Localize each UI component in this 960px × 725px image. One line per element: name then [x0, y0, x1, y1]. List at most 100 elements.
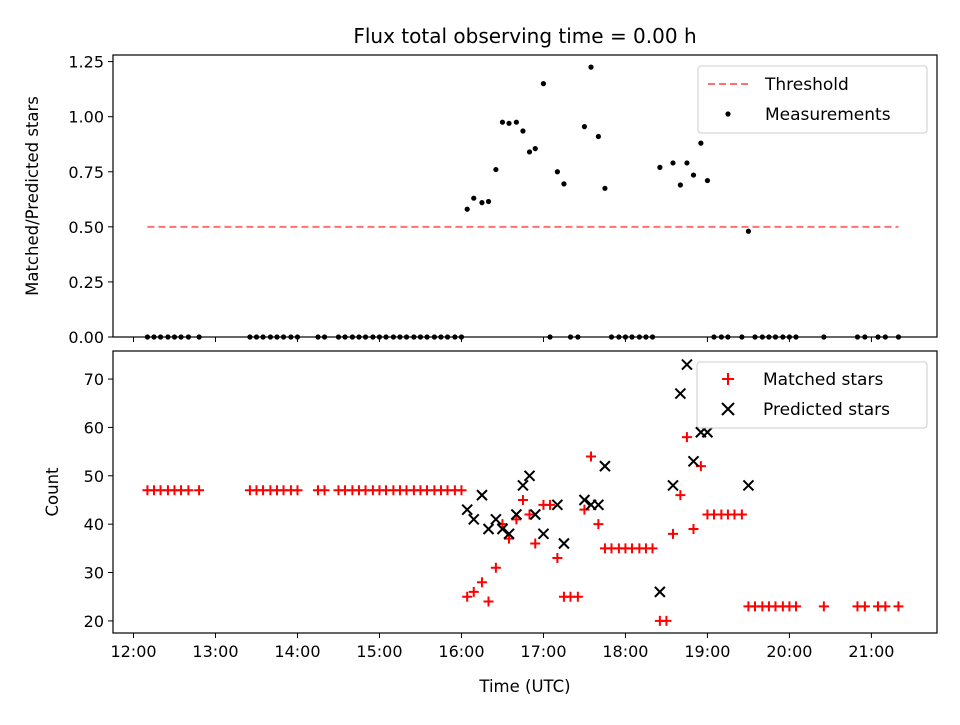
matched-star-point [572, 591, 583, 602]
measurement-point [499, 119, 506, 125]
predicted-star-point [529, 508, 541, 521]
measurement-point [532, 146, 538, 152]
y-tick-label: 0.25 [68, 273, 104, 292]
predicted-star-point [742, 479, 755, 492]
measurement-point [540, 81, 547, 87]
matched-star-point [530, 538, 541, 549]
matched-star-point [880, 601, 891, 612]
matched-star-point [675, 490, 686, 501]
matched-star-point [524, 509, 535, 520]
measurement-point [602, 185, 608, 191]
x-tick-label: 15:00 [356, 642, 402, 661]
measurement-point [684, 160, 690, 166]
y-axis-label: Count [43, 467, 62, 517]
measurement-point [698, 140, 704, 146]
predicted-star-point [468, 513, 480, 526]
matched-star-point [183, 485, 194, 496]
predicted-star-point [517, 479, 529, 492]
matched-star-point [667, 528, 678, 539]
y-tick-label: 1.25 [68, 53, 104, 72]
legend-threshold-label: Threshold [764, 75, 849, 95]
y-tick-label: 0.50 [68, 218, 104, 237]
legend-predicted-label: Predicted stars [763, 400, 890, 420]
matched-star-point [456, 485, 467, 496]
measurement-point [493, 166, 499, 173]
measurement-point [657, 164, 663, 170]
matched-star-point [552, 553, 563, 564]
predicted-star-point [578, 494, 591, 506]
measurement-point [526, 149, 533, 155]
top-panel: Flux total observing time = 0.00 h 0.00 0.… [23, 24, 938, 347]
matched-star-point [586, 451, 597, 462]
predicted-star-point [654, 586, 666, 598]
y-tick-label: 0.75 [68, 163, 104, 182]
matched-star-point [736, 509, 747, 520]
y-tick-label: 1.00 [68, 108, 104, 127]
plot-frame [112, 54, 938, 338]
matched-star-point [579, 504, 590, 515]
predicted-star-point [674, 387, 687, 400]
measurement-point [690, 172, 697, 178]
matched-star-point [647, 543, 658, 554]
y-tick-label: 50 [84, 467, 104, 486]
y-tick-label: 60 [84, 418, 104, 437]
y-tick-label: 20 [84, 612, 104, 631]
y-tick-label: 70 [84, 370, 104, 389]
measurement-point [520, 128, 526, 134]
matched-star-point [194, 485, 205, 496]
x-tick-label: 19:00 [684, 642, 730, 661]
matched-star-point [593, 519, 604, 530]
matched-star-point [517, 494, 528, 505]
x-tick-label: 12:00 [110, 642, 156, 661]
predicted-star-point [537, 528, 550, 540]
matched-star-point [504, 533, 515, 544]
predicted-star-point [558, 537, 570, 550]
measurement-point [677, 182, 683, 188]
legend-box [697, 65, 928, 134]
predicted-star-point [510, 508, 523, 521]
matched-star-point [490, 562, 501, 573]
bottom-panel: 20 30 40 50 60 70 12:00 13:00 14:00 15:00 16:00 17:… [43, 350, 938, 696]
predicted-star-point [503, 528, 515, 540]
matched-star-point [790, 601, 801, 612]
predicted-star-point [681, 358, 693, 371]
measurement-point [485, 198, 492, 205]
measurement-point [561, 181, 567, 187]
measurement-point [581, 124, 588, 130]
x-axis-label: Time (UTC) [478, 677, 570, 696]
matched-star-point [818, 601, 829, 612]
measurement-point [506, 120, 512, 126]
measurement-point [670, 160, 676, 166]
predicted-star-point [701, 426, 714, 438]
predicted-star-point [490, 513, 502, 526]
x-tick-label: 14:00 [274, 642, 320, 661]
predicted-star-point [687, 455, 700, 467]
matched-star-point [661, 615, 672, 626]
matched-star-point [681, 432, 692, 443]
predicted-star-point [476, 489, 488, 501]
x-tick-label: 20:00 [766, 642, 812, 661]
predicted-star-point [551, 499, 564, 511]
measurement-point [471, 195, 477, 201]
x-tick-label: 13:00 [192, 642, 238, 661]
measurement-point [464, 206, 470, 212]
measurement-point [554, 169, 560, 175]
matched-star-point [893, 601, 904, 612]
predicted-star-point [461, 503, 473, 516]
measurement-point [479, 200, 485, 206]
y-tick-label: 30 [84, 564, 104, 583]
measurement-point [595, 133, 601, 140]
matched-star-point [859, 601, 870, 612]
predicted-star-point [667, 479, 679, 492]
legend-measurement-swatch [725, 111, 731, 117]
predicted-star-point [599, 460, 611, 472]
legend-matched-label: Matched stars [763, 370, 883, 390]
measurement-point [704, 177, 711, 184]
matched-star-point [688, 524, 699, 535]
legend-predicted-swatch [721, 402, 735, 416]
predicted-star-point [523, 470, 536, 482]
matched-star-point [319, 485, 330, 496]
matched-star-point [468, 586, 479, 597]
